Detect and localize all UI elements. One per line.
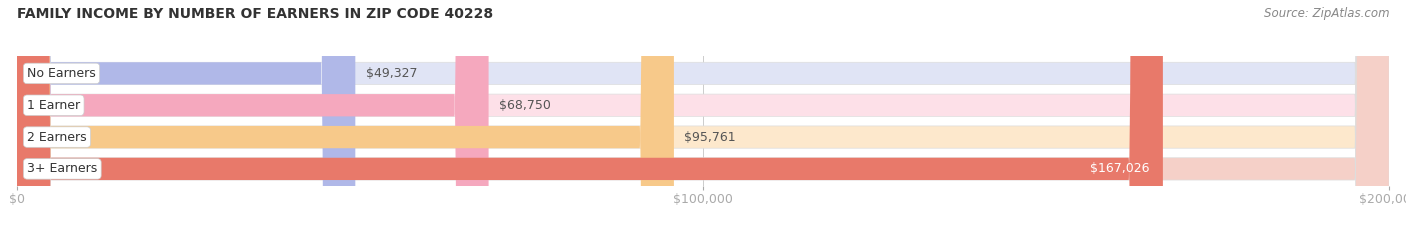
Text: 3+ Earners: 3+ Earners <box>27 162 97 175</box>
FancyBboxPatch shape <box>17 0 489 233</box>
Text: $167,026: $167,026 <box>1090 162 1149 175</box>
FancyBboxPatch shape <box>17 0 673 233</box>
FancyBboxPatch shape <box>17 0 356 233</box>
Text: $68,750: $68,750 <box>499 99 551 112</box>
FancyBboxPatch shape <box>17 0 1389 233</box>
Text: 2 Earners: 2 Earners <box>27 130 87 144</box>
FancyBboxPatch shape <box>17 0 1163 233</box>
FancyBboxPatch shape <box>17 0 1389 233</box>
Text: $95,761: $95,761 <box>685 130 735 144</box>
Text: 1 Earner: 1 Earner <box>27 99 80 112</box>
Text: FAMILY INCOME BY NUMBER OF EARNERS IN ZIP CODE 40228: FAMILY INCOME BY NUMBER OF EARNERS IN ZI… <box>17 7 494 21</box>
FancyBboxPatch shape <box>17 0 1389 233</box>
Text: $49,327: $49,327 <box>366 67 418 80</box>
Text: No Earners: No Earners <box>27 67 96 80</box>
FancyBboxPatch shape <box>17 0 1389 233</box>
Text: Source: ZipAtlas.com: Source: ZipAtlas.com <box>1264 7 1389 20</box>
